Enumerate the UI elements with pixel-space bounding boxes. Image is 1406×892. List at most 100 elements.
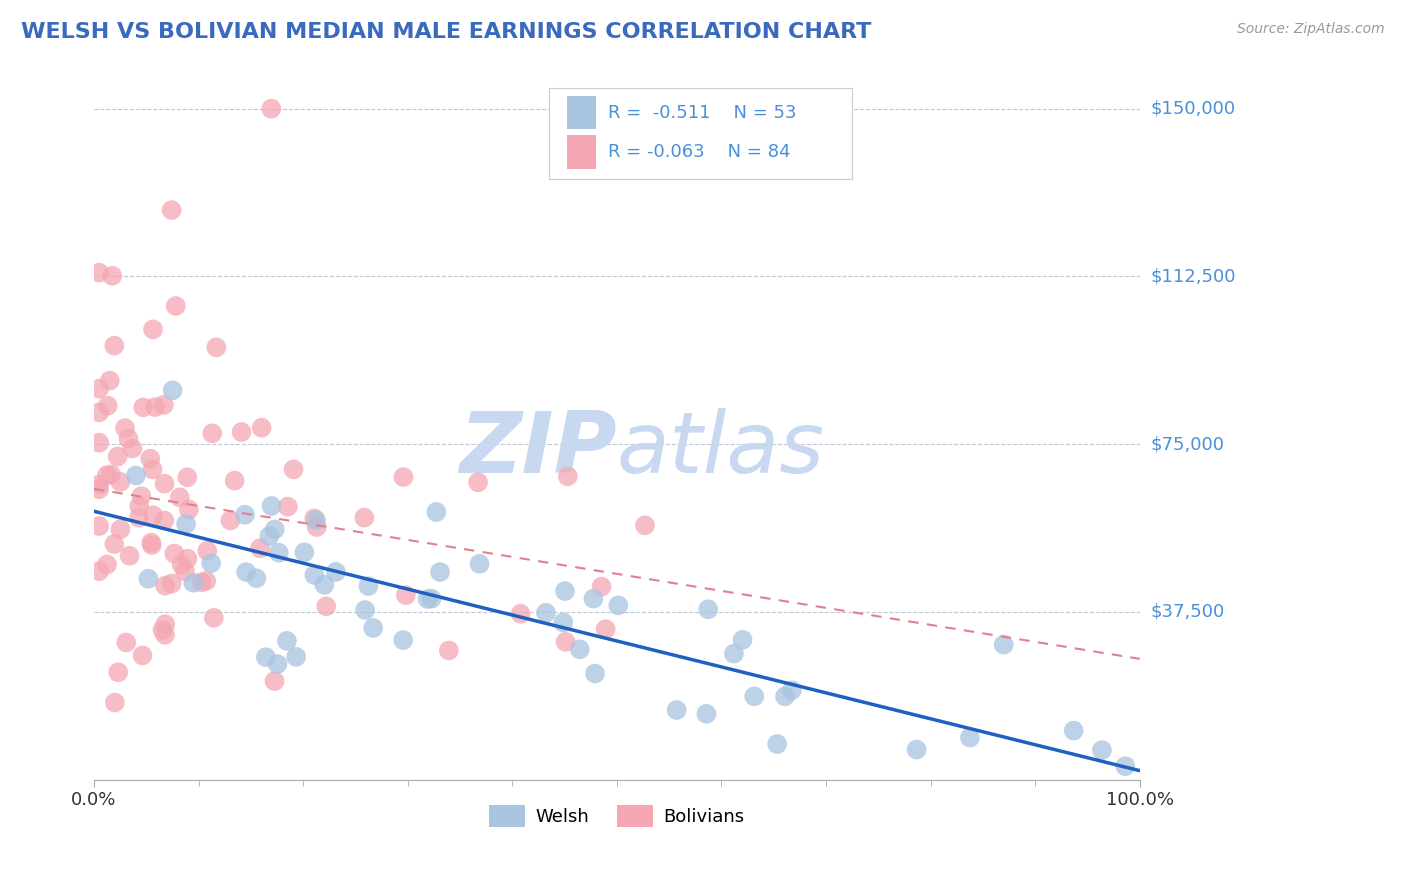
Point bbox=[96, 468, 118, 483]
Point bbox=[554, 584, 576, 599]
Point bbox=[695, 706, 717, 721]
Point bbox=[100, 467, 122, 482]
Text: WELSH VS BOLIVIAN MEDIAN MALE EARNINGS CORRELATION CHART: WELSH VS BOLIVIAN MEDIAN MALE EARNINGS C… bbox=[21, 22, 872, 42]
Point bbox=[103, 338, 125, 352]
Point bbox=[176, 551, 198, 566]
Point bbox=[224, 474, 246, 488]
Point bbox=[697, 602, 720, 616]
Point bbox=[260, 499, 283, 513]
Text: atlas: atlas bbox=[617, 409, 825, 491]
Point bbox=[468, 557, 491, 571]
Point bbox=[766, 737, 789, 751]
Point bbox=[97, 399, 120, 413]
Text: $75,000: $75,000 bbox=[1152, 435, 1225, 453]
Point bbox=[773, 690, 796, 704]
Point bbox=[993, 638, 1015, 652]
Point bbox=[160, 576, 183, 591]
Text: $37,500: $37,500 bbox=[1152, 603, 1225, 621]
Point bbox=[174, 516, 197, 531]
Point bbox=[568, 642, 591, 657]
Point bbox=[160, 203, 183, 218]
Point bbox=[200, 556, 222, 570]
Point bbox=[353, 510, 375, 524]
Point bbox=[283, 462, 305, 476]
Point bbox=[169, 491, 191, 505]
Point bbox=[1114, 759, 1136, 773]
Point bbox=[392, 470, 415, 484]
Point bbox=[554, 635, 576, 649]
Point bbox=[177, 502, 200, 516]
Point bbox=[250, 420, 273, 434]
Point bbox=[153, 476, 176, 491]
Point bbox=[266, 657, 288, 671]
Point bbox=[357, 579, 380, 593]
Point bbox=[314, 578, 336, 592]
Point bbox=[292, 545, 315, 559]
Point bbox=[89, 266, 111, 280]
Point bbox=[89, 477, 111, 491]
Point bbox=[416, 592, 439, 607]
Point bbox=[181, 575, 204, 590]
Point bbox=[583, 666, 606, 681]
Point bbox=[276, 633, 298, 648]
Point bbox=[195, 544, 218, 558]
Point bbox=[302, 511, 325, 525]
Point bbox=[143, 400, 166, 414]
Point bbox=[96, 558, 118, 572]
Point bbox=[665, 703, 688, 717]
Point bbox=[245, 571, 267, 585]
Point bbox=[277, 500, 299, 514]
Point bbox=[595, 622, 617, 636]
Point bbox=[201, 426, 224, 441]
Point bbox=[1091, 743, 1114, 757]
Point bbox=[219, 513, 242, 527]
Point bbox=[103, 537, 125, 551]
Point bbox=[305, 513, 328, 527]
Point bbox=[315, 599, 337, 614]
Point bbox=[89, 519, 111, 533]
Point bbox=[107, 665, 129, 680]
Point bbox=[259, 529, 281, 543]
Point bbox=[285, 649, 308, 664]
Point bbox=[128, 510, 150, 524]
Point bbox=[263, 522, 285, 536]
Point bbox=[260, 102, 283, 116]
Point bbox=[138, 572, 160, 586]
Point bbox=[723, 647, 745, 661]
Point bbox=[117, 432, 139, 446]
Point bbox=[107, 450, 129, 464]
Point bbox=[131, 489, 153, 503]
Text: R = -0.063    N = 84: R = -0.063 N = 84 bbox=[609, 143, 792, 161]
Text: ZIP: ZIP bbox=[460, 409, 617, 491]
Point bbox=[152, 623, 174, 637]
Point bbox=[121, 442, 143, 456]
Point bbox=[162, 384, 184, 398]
FancyBboxPatch shape bbox=[548, 88, 852, 179]
Point bbox=[582, 591, 605, 606]
Point bbox=[509, 607, 531, 621]
Point bbox=[202, 611, 225, 625]
Point bbox=[553, 615, 575, 630]
Point bbox=[163, 547, 186, 561]
Point bbox=[325, 565, 347, 579]
Point bbox=[254, 650, 277, 665]
Point bbox=[104, 696, 127, 710]
Point bbox=[114, 421, 136, 435]
Point bbox=[231, 425, 253, 439]
Point bbox=[437, 643, 460, 657]
Point bbox=[534, 606, 557, 620]
Point bbox=[429, 565, 451, 579]
Point bbox=[153, 617, 176, 632]
Point bbox=[742, 690, 765, 704]
Point bbox=[110, 475, 132, 489]
Point bbox=[170, 558, 193, 572]
Point bbox=[141, 535, 163, 549]
Point bbox=[195, 574, 218, 588]
Point bbox=[115, 635, 138, 649]
Point bbox=[425, 505, 447, 519]
Point bbox=[249, 541, 271, 556]
Point bbox=[233, 508, 256, 522]
Point bbox=[557, 469, 579, 483]
Bar bbox=[567, 136, 596, 169]
Point bbox=[125, 468, 148, 483]
